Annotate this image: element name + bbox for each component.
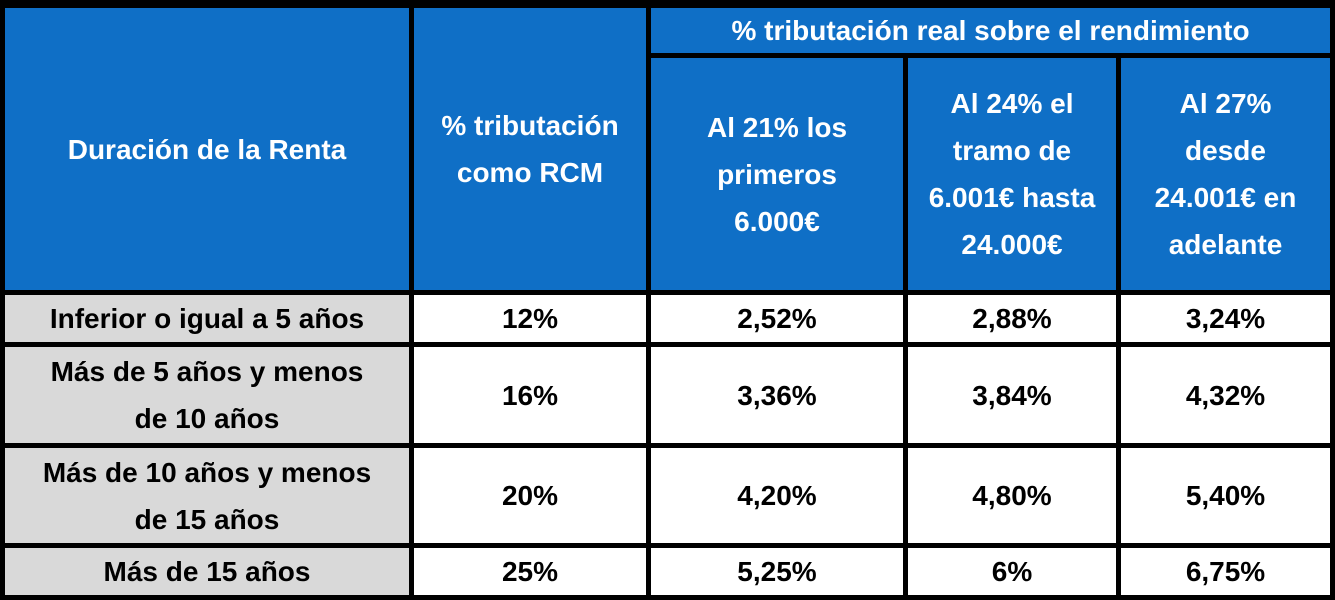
header-col-27-line3: 24.001€ en: [1154, 182, 1297, 213]
cell-rate-24: 3,84%: [908, 347, 1116, 443]
header-col-21-line3: 6.000€: [734, 205, 820, 237]
header-col-27-line2: desde: [1185, 135, 1266, 166]
header-col-24: Al 24% el tramo de 6.001€ hasta 24.000€: [908, 58, 1116, 290]
header-real-rate-group-text: % tributación real sobre el rendimiento: [731, 15, 1250, 46]
table-row: Inferior o igual a 5 años 12% 2,52% 2,88…: [5, 295, 1331, 342]
header-rcm-rate: % tributación como RCM: [414, 8, 646, 290]
header-col-27-line1: Al 27%: [1179, 88, 1272, 119]
cell-rcm: 20%: [414, 448, 646, 543]
header-col-24-line3: 6.001€ hasta: [928, 182, 1096, 213]
header-col-21: Al 21% los primeros 6.000€: [651, 58, 903, 290]
table-row: Más de 10 años y menos de 15 años 20% 4,…: [5, 448, 1331, 543]
header-rcm-rate-line1: % tributación: [441, 110, 619, 141]
header-col-24-line4: 24.000€: [961, 229, 1063, 260]
cell-rate-27: 3,24%: [1121, 295, 1331, 342]
table-row: Más de 15 años 25% 5,25% 6% 6,75%: [5, 548, 1331, 595]
header-col-27: Al 27% desde 24.001€ en adelante: [1121, 58, 1331, 290]
row-label: Inferior o igual a 5 años: [5, 295, 409, 342]
row-label-text: Inferior o igual a 5 años: [49, 303, 365, 334]
row-label: Más de 15 años: [5, 548, 409, 595]
cell-rate-21: 4,20%: [651, 448, 903, 543]
header-col-21-line1: Al 21% los: [706, 111, 848, 143]
tax-rate-table: Duración de la Renta % tributación como …: [0, 3, 1335, 600]
row-label-text: Más de 15 años: [103, 556, 311, 587]
header-duration-text: Duración de la Renta: [67, 133, 347, 165]
cell-rate-27: 5,40%: [1121, 448, 1331, 543]
header-real-rate-group: % tributación real sobre el rendimiento: [651, 8, 1331, 53]
row-label-line2: de 10 años: [134, 403, 280, 434]
row-label: Más de 5 años y menos de 10 años: [5, 347, 409, 443]
cell-rcm: 25%: [414, 548, 646, 595]
header-rcm-rate-line2: como RCM: [456, 157, 604, 188]
header-col-24-line1: Al 24% el: [950, 88, 1074, 119]
cell-rate-24: 2,88%: [908, 295, 1116, 342]
row-label: Más de 10 años y menos de 15 años: [5, 448, 409, 543]
cell-rate-24: 6%: [908, 548, 1116, 595]
cell-rate-27: 4,32%: [1121, 347, 1331, 443]
header-duration: Duración de la Renta: [5, 8, 409, 290]
cell-rcm: 12%: [414, 295, 646, 342]
row-label-line1: Más de 10 años y menos: [42, 456, 372, 488]
cell-rcm: 16%: [414, 347, 646, 443]
cell-rate-24: 4,80%: [908, 448, 1116, 543]
row-label-line2: de 15 años: [134, 503, 280, 535]
header-col-21-line2: primeros: [717, 158, 837, 190]
cell-rate-21: 2,52%: [651, 295, 903, 342]
header-col-24-line2: tramo de: [952, 135, 1072, 166]
table-row: Más de 5 años y menos de 10 años 16% 3,3…: [5, 347, 1331, 443]
cell-rate-27: 6,75%: [1121, 548, 1331, 595]
cell-rate-21: 3,36%: [651, 347, 903, 443]
row-label-line1: Más de 5 años y menos: [50, 356, 364, 387]
cell-rate-21: 5,25%: [651, 548, 903, 595]
header-col-27-line4: adelante: [1168, 229, 1283, 260]
